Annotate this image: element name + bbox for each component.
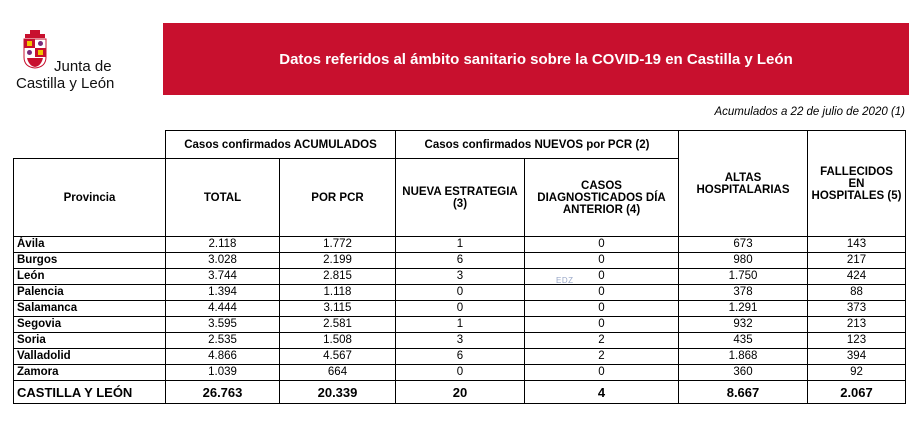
cell-nueva: 3	[395, 268, 525, 285]
cell-diag: 0	[524, 364, 679, 381]
cell-fallecidos: 213	[807, 316, 906, 333]
cell-total: 2.535	[165, 332, 280, 349]
totals-provincia: CASTILLA Y LEÓN	[13, 380, 166, 404]
title-banner: Datos referidos al ámbito sanitario sobr…	[163, 23, 909, 95]
cell-nueva: 6	[395, 252, 525, 269]
cell-provincia: Soria	[13, 332, 166, 349]
cell-provincia: Ávila	[13, 236, 166, 253]
table-row: Zamora 1.039 664 0 0 360 92	[13, 364, 906, 381]
table-row: Salamanca 4.444 3.115 0 0 1.291 373	[13, 300, 906, 317]
cell-nueva: 0	[395, 284, 525, 301]
header-total: TOTAL	[165, 158, 280, 237]
cell-fallecidos: 123	[807, 332, 906, 349]
cell-total: 3.744	[165, 268, 280, 285]
logo-line1: Junta de	[54, 58, 112, 75]
cell-fallecidos: 92	[807, 364, 906, 381]
cell-pcr: 3.115	[279, 300, 396, 317]
cell-altas: 435	[678, 332, 808, 349]
cell-provincia: Salamanca	[13, 300, 166, 317]
totals-total: 26.763	[165, 380, 280, 404]
covid-table: Casos confirmados ACUMULADOS Casos confi…	[13, 130, 906, 404]
cell-total: 3.028	[165, 252, 280, 269]
junta-logo: Junta de Castilla y León	[16, 28, 151, 98]
cell-total: 3.595	[165, 316, 280, 333]
header-nueva-estrategia: NUEVA ESTRATEGIA (3)	[395, 158, 525, 237]
table-row: Ávila 2.118 1.772 1 0 673 143	[13, 236, 906, 253]
table-row: León 3.744 2.815 3 0 1.750 424	[13, 268, 906, 285]
cell-altas: 378	[678, 284, 808, 301]
cell-diag: 0	[524, 300, 679, 317]
table-row: Valladolid 4.866 4.567 6 2 1.868 394	[13, 348, 906, 365]
banner-title: Datos referidos al ámbito sanitario sobr…	[279, 50, 793, 68]
header-acumulados: Casos confirmados ACUMULADOS	[165, 130, 396, 159]
cell-fallecidos: 143	[807, 236, 906, 253]
cell-total: 1.039	[165, 364, 280, 381]
cell-provincia: Zamora	[13, 364, 166, 381]
table-row: Soria 2.535 1.508 3 2 435 123	[13, 332, 906, 349]
cell-altas: 1.291	[678, 300, 808, 317]
header-casos-diagnosticados: CASOS DIAGNOSTICADOS DÍA ANTERIOR (4)	[524, 158, 679, 237]
logo-line2: Castilla y León	[16, 75, 115, 92]
cell-altas: 1.750	[678, 268, 808, 285]
cell-pcr: 1.508	[279, 332, 396, 349]
cell-pcr: 2.199	[279, 252, 396, 269]
cell-altas: 932	[678, 316, 808, 333]
cell-fallecidos: 88	[807, 284, 906, 301]
cell-nueva: 1	[395, 236, 525, 253]
totals-pcr: 20.339	[279, 380, 396, 404]
header-por-pcr: POR PCR	[279, 158, 396, 237]
date-note: Acumulados a 22 de julio de 2020 (1)	[714, 106, 905, 118]
cell-diag: 2	[524, 348, 679, 365]
totals-row: CASTILLA Y LEÓN 26.763 20.339 20 4 8.667…	[13, 380, 906, 404]
cell-altas: 673	[678, 236, 808, 253]
cell-nueva: 1	[395, 316, 525, 333]
table-row: Burgos 3.028 2.199 6 0 980 217	[13, 252, 906, 269]
totals-nueva: 20	[395, 380, 525, 404]
cell-altas: 980	[678, 252, 808, 269]
cell-total: 1.394	[165, 284, 280, 301]
totals-fallecidos: 2.067	[807, 380, 906, 404]
header-altas: ALTAS HOSPITALARIAS	[678, 130, 808, 237]
totals-diag: 4	[524, 380, 679, 404]
cell-pcr: 664	[279, 364, 396, 381]
cell-pcr: 1.772	[279, 236, 396, 253]
cell-diag: 0	[524, 268, 679, 285]
cell-provincia: Burgos	[13, 252, 166, 269]
cell-pcr: 2.815	[279, 268, 396, 285]
table-row: Segovia 3.595 2.581 1 0 932 213	[13, 316, 906, 333]
cell-nueva: 0	[395, 364, 525, 381]
cell-provincia: Valladolid	[13, 348, 166, 365]
header-fallecidos: FALLECIDOS EN HOSPITALES (5)	[807, 130, 906, 237]
header-nuevos: Casos confirmados NUEVOS por PCR (2)	[395, 130, 679, 159]
cell-nueva: 0	[395, 300, 525, 317]
cell-pcr: 4.567	[279, 348, 396, 365]
cell-diag: 0	[524, 316, 679, 333]
cell-pcr: 1.118	[279, 284, 396, 301]
cell-provincia: León	[13, 268, 166, 285]
cell-diag: 0	[524, 284, 679, 301]
cell-altas: 360	[678, 364, 808, 381]
cell-altas: 1.868	[678, 348, 808, 365]
cell-provincia: Palencia	[13, 284, 166, 301]
cell-diag: 0	[524, 236, 679, 253]
cell-diag: 2	[524, 332, 679, 349]
cell-pcr: 2.581	[279, 316, 396, 333]
cell-fallecidos: 373	[807, 300, 906, 317]
totals-altas: 8.667	[678, 380, 808, 404]
cell-diag: 0	[524, 252, 679, 269]
header-provincia: Provincia	[13, 158, 166, 237]
cell-fallecidos: 394	[807, 348, 906, 365]
cell-nueva: 3	[395, 332, 525, 349]
cell-total: 4.866	[165, 348, 280, 365]
table-row: Palencia 1.394 1.118 0 0 378 88	[13, 284, 906, 301]
cell-fallecidos: 217	[807, 252, 906, 269]
cell-total: 2.118	[165, 236, 280, 253]
cell-provincia: Segovia	[13, 316, 166, 333]
coat-of-arms-icon	[23, 30, 47, 69]
cell-total: 4.444	[165, 300, 280, 317]
cell-nueva: 6	[395, 348, 525, 365]
watermark: EDZ	[556, 276, 574, 285]
cell-fallecidos: 424	[807, 268, 906, 285]
